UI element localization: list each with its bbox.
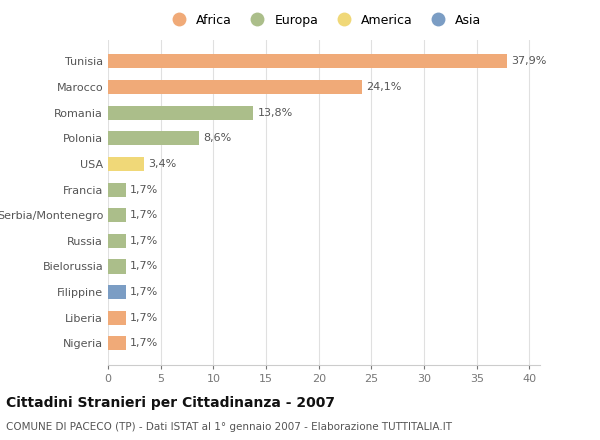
Text: 1,7%: 1,7% [130, 210, 158, 220]
Bar [108, 183, 126, 197]
Bar [108, 131, 199, 145]
Text: 1,7%: 1,7% [130, 338, 158, 348]
Bar [108, 260, 126, 274]
Text: 1,7%: 1,7% [130, 236, 158, 246]
Text: 1,7%: 1,7% [130, 261, 158, 271]
Bar [108, 311, 126, 325]
Legend: Africa, Europa, America, Asia: Africa, Europa, America, Asia [166, 14, 482, 27]
Bar [108, 336, 126, 350]
Text: 13,8%: 13,8% [257, 108, 293, 118]
Text: 3,4%: 3,4% [148, 159, 176, 169]
Bar [108, 234, 126, 248]
Bar [108, 80, 362, 94]
Bar [108, 285, 126, 299]
Text: 1,7%: 1,7% [130, 185, 158, 194]
Text: 24,1%: 24,1% [366, 82, 401, 92]
Text: 37,9%: 37,9% [512, 56, 547, 66]
Text: 8,6%: 8,6% [203, 133, 231, 143]
Bar [108, 106, 253, 120]
Text: Cittadini Stranieri per Cittadinanza - 2007: Cittadini Stranieri per Cittadinanza - 2… [6, 396, 335, 410]
Bar [108, 157, 144, 171]
Text: COMUNE DI PACECO (TP) - Dati ISTAT al 1° gennaio 2007 - Elaborazione TUTTITALIA.: COMUNE DI PACECO (TP) - Dati ISTAT al 1°… [6, 422, 452, 433]
Text: 1,7%: 1,7% [130, 313, 158, 323]
Bar [108, 55, 508, 69]
Text: 1,7%: 1,7% [130, 287, 158, 297]
Bar [108, 208, 126, 222]
